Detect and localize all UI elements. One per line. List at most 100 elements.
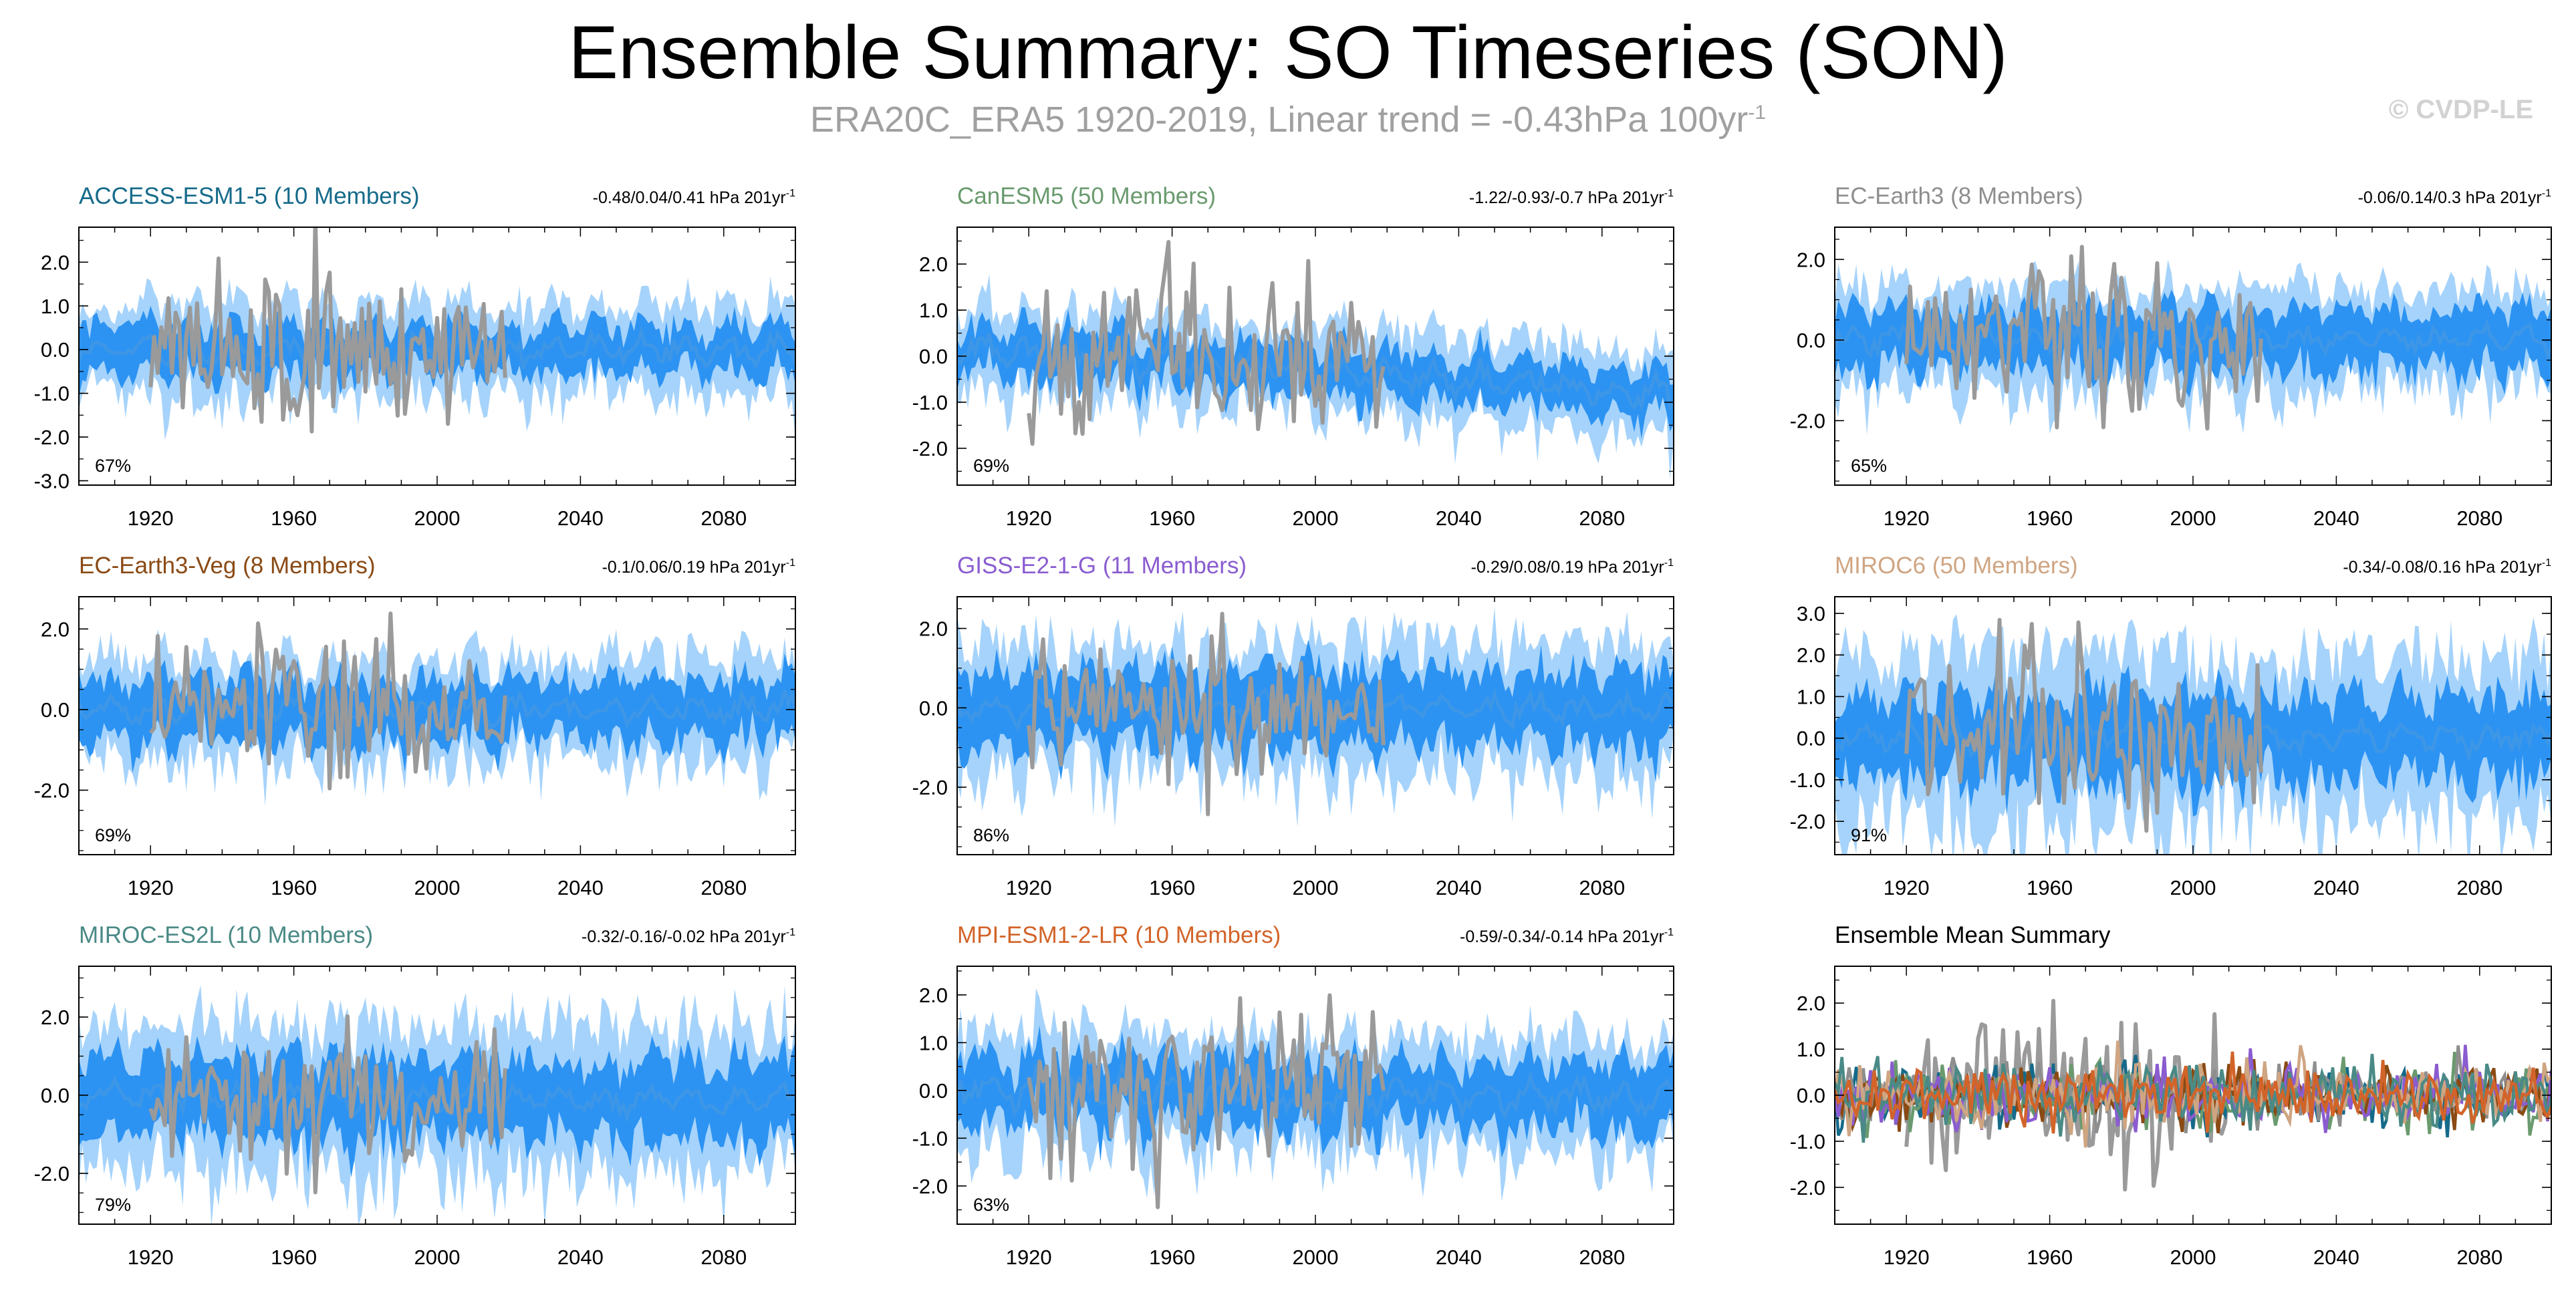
x-tick-label: 2080 [1579, 1246, 1625, 1269]
y-tick-label: 2.0 [919, 253, 948, 276]
y-tick-label: -1.0 [1790, 1130, 1825, 1153]
x-tick-label: 1920 [1006, 1246, 1052, 1269]
y-tick-label: -1.0 [912, 1127, 948, 1150]
panel-title: ACCESS-ESM1-5 (10 Members) [79, 183, 420, 209]
y-tick-label: -2.0 [1790, 1176, 1825, 1199]
panel-percent-label: 91% [1851, 825, 1887, 845]
y-tick-label: -2.0 [34, 426, 70, 449]
y-tick-label: 1.0 [919, 299, 948, 322]
panel-title: Ensemble Mean Summary [1835, 922, 2111, 948]
x-tick-label: 2000 [414, 876, 461, 899]
x-tick-label: 2000 [414, 507, 461, 530]
chart-panel-3: EC-Earth3 (8 Members) -0.06/0.14/0.3 hPa … [1790, 183, 2552, 530]
y-tick-label: -1.0 [34, 382, 70, 406]
x-tick-label: 2080 [2456, 876, 2502, 899]
x-tick-label: 1920 [1884, 1246, 1930, 1269]
chart-panel-1: ACCESS-ESM1-5 (10 Members) -0.48/0.04/0.4… [34, 183, 796, 530]
panel-trend-label: -0.1/0.06/0.19 hPa 201yr-1 [602, 557, 796, 577]
ensemble-inner-range [1835, 285, 2551, 398]
x-tick-label: 2080 [2456, 1246, 2502, 1269]
x-tick-label: 1920 [128, 1246, 174, 1269]
x-tick-label: 2080 [700, 876, 747, 899]
observed-series-line [1027, 240, 1386, 446]
y-tick-label: 0.0 [1797, 329, 1825, 352]
y-tick-label: 2.0 [41, 1006, 70, 1029]
chart-panel-5: GISS-E2-1-G (11 Members) -0.29/0.08/0.19 … [912, 553, 1674, 899]
panel-title: CanESM5 (50 Members) [957, 183, 1216, 209]
chart-panel-7: MIROC-ES2L (10 Members) -0.32/-0.16/-0.02… [34, 922, 796, 1269]
y-tick-label: 2.0 [1797, 643, 1825, 667]
x-tick-label: 2080 [1579, 507, 1625, 530]
trend-label-text: -0.29/0.08/0.19 hPa 201yr [1471, 558, 1664, 577]
observed-series-line [1027, 611, 1386, 817]
subtitle-text: ERA20C_ERA5 1920-2019, Linear trend = -0… [809, 100, 1749, 140]
x-tick-label: 2040 [557, 507, 604, 530]
ensemble-mean-series-line [1835, 1051, 2551, 1134]
x-tick-label: 1920 [128, 507, 174, 530]
panel-plot-area [79, 227, 795, 440]
x-tick-label: 2040 [2313, 1246, 2359, 1269]
ensemble-mean-line [1835, 317, 2551, 362]
trend-label-superscript: -1 [786, 557, 795, 569]
x-tick-label: 1920 [1884, 876, 1930, 899]
trend-label-superscript: -1 [1664, 557, 1674, 569]
y-tick-label: 0.0 [41, 698, 70, 722]
trend-label-superscript: -1 [2542, 188, 2551, 199]
x-tick-label: 1920 [1006, 507, 1052, 530]
x-tick-label: 1960 [1149, 876, 1195, 899]
panel-percent-label: 69% [95, 825, 131, 845]
x-tick-label: 2040 [1436, 507, 1482, 530]
panel-title: MIROC-ES2L (10 Members) [79, 922, 373, 948]
panel-trend-label: -0.59/-0.34/-0.14 hPa 201yr-1 [1460, 927, 1674, 946]
panel-trend-label: -0.32/-0.16/-0.02 hPa 201yr-1 [582, 927, 795, 946]
y-tick-label: 0.0 [41, 1084, 70, 1107]
chart-panel-2: CanESM5 (50 Members) -1.22/-0.93/-0.7 hPa… [912, 183, 1674, 530]
y-tick-label: -1.0 [1790, 768, 1825, 792]
panel-plot-area [957, 607, 1674, 827]
trend-label-text: -0.1/0.06/0.19 hPa 201yr [602, 558, 786, 577]
y-tick-label: 0.0 [919, 1079, 948, 1103]
x-tick-label: 1960 [1149, 1246, 1195, 1269]
panel-title: GISS-E2-1-G (11 Members) [957, 553, 1247, 579]
observed-series-line [148, 1014, 507, 1195]
x-tick-label: 2000 [414, 1246, 461, 1269]
y-tick-label: -2.0 [912, 437, 948, 460]
panel-title: MPI-ESM1-2-LR (10 Members) [957, 922, 1281, 948]
trend-label-text: -0.32/-0.16/-0.02 hPa 201yr [582, 927, 786, 946]
panel-trend-label: -1.22/-0.93/-0.7 hPa 201yr-1 [1469, 188, 1674, 207]
y-tick-label: -2.0 [912, 776, 948, 799]
y-tick-label: 0.0 [41, 338, 70, 362]
chart-panel-8: MPI-ESM1-2-LR (10 Members) -0.59/-0.34/-0… [912, 922, 1674, 1269]
y-tick-label: 2.0 [1797, 248, 1825, 271]
x-tick-label: 2040 [557, 1246, 604, 1269]
y-tick-label: 2.0 [919, 984, 948, 1007]
x-tick-label: 1920 [128, 876, 174, 899]
y-tick-label: -1.0 [912, 391, 948, 414]
y-tick-label: 0.0 [1797, 727, 1825, 750]
panel-trend-label: -0.29/0.08/0.19 hPa 201yr-1 [1471, 557, 1674, 577]
x-tick-label: 1960 [271, 507, 317, 530]
x-tick-label: 2080 [700, 507, 747, 530]
chart-panel-4: EC-Earth3-Veg (8 Members) -0.1/0.06/0.19 … [34, 553, 796, 899]
x-tick-label: 1960 [271, 1246, 317, 1269]
x-tick-label: 1960 [2027, 1246, 2073, 1269]
y-tick-label: 2.0 [1797, 992, 1825, 1015]
x-tick-label: 2000 [1293, 1246, 1339, 1269]
panel-plot-area [79, 611, 795, 807]
panel-plot-area [957, 240, 1674, 480]
ensemble-mean-line [957, 329, 1674, 412]
panel-percent-label: 65% [1851, 456, 1887, 476]
y-tick-label: -2.0 [912, 1175, 948, 1198]
panel-percent-label: 86% [973, 825, 1009, 845]
y-tick-label: -2.0 [1790, 410, 1825, 433]
x-tick-label: 2080 [700, 1246, 747, 1269]
x-tick-label: 1960 [1149, 507, 1195, 530]
y-tick-label: -2.0 [34, 779, 70, 803]
panel-title: EC-Earth3-Veg (8 Members) [79, 553, 375, 579]
panel-plot-area [79, 985, 795, 1224]
y-tick-label: 1.0 [41, 295, 70, 318]
page-subtitle: ERA20C_ERA5 1920-2019, Linear trend = -0… [0, 99, 2576, 140]
x-tick-label: 2080 [1579, 876, 1625, 899]
x-tick-label: 2000 [2170, 876, 2216, 899]
